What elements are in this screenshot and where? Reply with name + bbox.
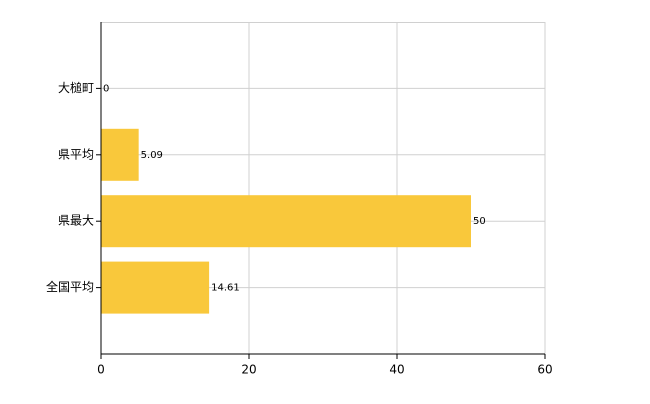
bar xyxy=(101,261,210,314)
y-tick-label: 全国平均 xyxy=(46,279,94,294)
x-tick-label: 60 xyxy=(537,363,552,377)
x-tick-label: 40 xyxy=(389,363,404,377)
bar xyxy=(101,128,139,181)
bar xyxy=(101,195,471,248)
x-tick-label: 20 xyxy=(241,363,256,377)
y-tick-label: 県最大 xyxy=(58,214,94,228)
y-tick-label: 大槌町 xyxy=(58,80,94,95)
value-label: 5.09 xyxy=(141,150,163,161)
value-label: 50 xyxy=(473,216,486,227)
y-tick-label: 県平均 xyxy=(58,147,94,161)
x-tick-label: 0 xyxy=(97,363,105,377)
value-label: 0 xyxy=(103,83,109,94)
value-label: 14.61 xyxy=(211,283,240,294)
